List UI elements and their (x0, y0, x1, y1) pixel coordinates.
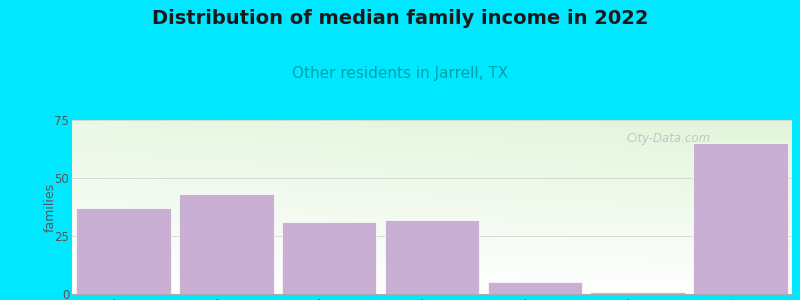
Bar (487, 282, 582, 294)
Text: City-Data.com: City-Data.com (626, 132, 710, 145)
Text: Distribution of median family income in 2022: Distribution of median family income in … (152, 9, 648, 28)
Text: Other residents in Jarrell, TX: Other residents in Jarrell, TX (292, 66, 508, 81)
Bar (694, 143, 788, 294)
Bar (76, 208, 170, 294)
Bar (590, 292, 685, 294)
Bar (385, 220, 479, 294)
Y-axis label: families: families (44, 182, 57, 232)
Bar (179, 194, 274, 294)
Bar (282, 222, 377, 294)
